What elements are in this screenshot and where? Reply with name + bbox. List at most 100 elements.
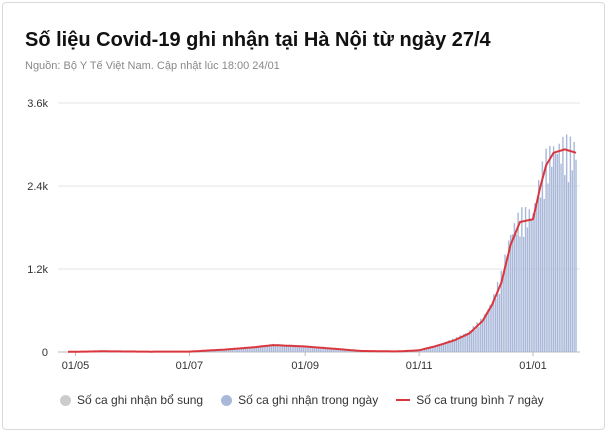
legend-swatch-supplement [60, 394, 71, 406]
daily-bar [339, 349, 342, 352]
daily-bar [427, 347, 430, 352]
daily-bar [523, 236, 525, 352]
daily-bar [237, 348, 239, 352]
daily-bar [496, 281, 499, 352]
daily-bar [315, 347, 318, 352]
daily-bar [452, 338, 454, 352]
daily-bar [246, 348, 248, 352]
daily-bar [300, 345, 303, 352]
daily-bar [519, 236, 521, 352]
daily-bar [474, 329, 476, 352]
daily-bar [494, 298, 497, 352]
daily-bar [263, 345, 265, 352]
daily-bar [248, 346, 250, 352]
daily-bar [289, 344, 291, 352]
daily-bar [311, 347, 314, 352]
daily-bar [293, 345, 295, 352]
daily-bar [265, 345, 267, 352]
daily-bar [502, 277, 504, 352]
legend-swatch-average [396, 399, 411, 401]
daily-bar [569, 136, 572, 352]
daily-bar [431, 346, 433, 352]
daily-bar [295, 346, 297, 352]
daily-bar [481, 321, 484, 352]
daily-bar [270, 345, 273, 352]
daily-bar [334, 348, 336, 352]
legend-item-average[interactable]: Số ca trung bình 7 ngày [396, 393, 544, 407]
daily-bar [489, 304, 491, 352]
legend-label-daily: Số ca ghi nhận trong ngày [238, 393, 379, 407]
daily-bar [491, 305, 493, 352]
daily-bar [319, 347, 321, 352]
daily-bar [244, 347, 247, 352]
daily-bar [539, 197, 542, 352]
daily-bar [453, 341, 456, 352]
daily-bar [276, 344, 278, 352]
daily-bar [257, 346, 260, 352]
daily-bar [573, 141, 575, 352]
daily-bar [317, 346, 319, 352]
daily-bar [565, 134, 568, 352]
daily-bar [468, 330, 471, 352]
daily-bar [515, 234, 517, 352]
daily-bar [508, 240, 510, 352]
daily-bar [332, 348, 334, 352]
daily-bar [564, 175, 566, 352]
daily-bar [308, 346, 310, 352]
daily-bar [543, 198, 545, 352]
daily-bar [511, 234, 514, 352]
daily-bar [422, 349, 424, 352]
daily-bar [231, 348, 234, 352]
daily-bar [455, 336, 458, 352]
daily-bar [487, 309, 489, 352]
daily-bar [336, 349, 338, 352]
daily-bar [530, 218, 532, 352]
daily-bar [444, 341, 446, 352]
daily-bar [528, 209, 531, 352]
daily-bar [313, 346, 316, 352]
daily-bar [321, 347, 323, 352]
daily-bar [541, 161, 544, 352]
daily-bar [425, 348, 428, 352]
daily-bar [493, 294, 495, 352]
daily-bar [465, 333, 467, 352]
daily-bar [328, 348, 331, 352]
daily-bar [255, 346, 258, 352]
daily-bar [472, 326, 474, 352]
chart-source: Nguồn: Bộ Y Tế Việt Nam. Cập nhật lúc 18… [25, 60, 280, 72]
daily-bar [534, 203, 536, 352]
daily-bar [466, 332, 469, 352]
daily-bar [545, 148, 547, 352]
daily-bar [480, 318, 482, 352]
legend-item-daily[interactable]: Số ca ghi nhận trong ngày [221, 393, 378, 407]
daily-bar [476, 322, 478, 352]
legend-label-average: Số ca trung bình 7 ngày [416, 393, 544, 407]
daily-bar [433, 346, 435, 352]
daily-bar [459, 335, 461, 352]
daily-bar [233, 348, 235, 352]
daily-bar [551, 166, 553, 352]
daily-bar [287, 345, 290, 352]
daily-bar [323, 347, 325, 352]
daily-bar [438, 343, 441, 352]
daily-bar [338, 348, 340, 352]
x-tick-label: 01/05 [62, 360, 90, 372]
daily-bar [478, 326, 480, 352]
legend-item-supplement[interactable]: Số ca ghi nhận bổ sung [60, 393, 203, 407]
daily-bar [283, 345, 286, 352]
daily-bar [325, 347, 327, 352]
daily-bar [304, 346, 306, 352]
daily-bar [524, 207, 527, 352]
daily-bar [272, 343, 275, 352]
x-tick-label: 01/09 [291, 360, 319, 372]
daily-bar [575, 159, 577, 352]
daily-bar [261, 345, 263, 352]
daily-bar [446, 342, 448, 352]
daily-bar [267, 345, 269, 352]
daily-bar [291, 346, 293, 352]
daily-bar [450, 341, 452, 352]
daily-bar [562, 136, 564, 352]
daily-bar [513, 223, 516, 352]
daily-bar [498, 293, 501, 352]
x-tick-label: 01/01 [519, 360, 547, 372]
